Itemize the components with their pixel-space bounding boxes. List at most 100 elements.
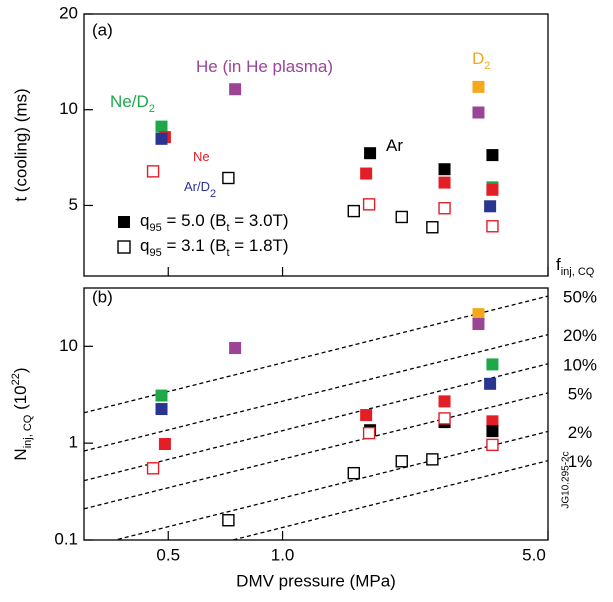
annotation: Ar — [386, 136, 403, 155]
annotation: D2 — [472, 49, 490, 71]
legend-label: q95 = 5.0 (Bt = 3.0T) — [140, 211, 289, 233]
y-tick-label: 20 — [59, 3, 78, 22]
open-square — [146, 462, 160, 475]
legend-label-part: = 3.0T) — [230, 211, 289, 230]
annotation-part: Ar — [386, 136, 403, 155]
filled-square — [438, 163, 451, 176]
x-tick-label: 5.0 — [522, 545, 546, 564]
open-square — [486, 220, 499, 233]
fraction-label: 5% — [568, 384, 593, 403]
fraction-line — [112, 430, 548, 540]
open-square — [395, 210, 408, 224]
open-square — [347, 204, 360, 218]
fraction-label: 10% — [563, 355, 597, 374]
legend-label-part: = 3.1 (B — [162, 236, 227, 255]
y-tick-label: 10 — [59, 336, 78, 355]
filled-square — [364, 147, 377, 160]
filled-square — [158, 438, 171, 451]
fraction-label: 20% — [563, 326, 597, 345]
x-tick-label: 1.0 — [271, 545, 295, 564]
x-tick-label: 0.5 — [156, 545, 180, 564]
annotation: Ar/D2 — [184, 179, 216, 199]
y-axis-title: t (cooling) (ms) — [11, 88, 30, 201]
open-square — [486, 438, 499, 452]
annotation: Ne/D2 — [110, 92, 155, 114]
open-square — [347, 466, 360, 480]
y-axis-title-part: ) — [11, 367, 30, 373]
filled-square — [484, 200, 497, 213]
lines-title-part: f — [556, 255, 561, 274]
open-square — [362, 198, 376, 211]
y-axis-title: Ninj, CQ (1022) — [10, 367, 34, 460]
fraction-line — [84, 392, 548, 510]
open-square — [395, 455, 408, 468]
panel-label: (b) — [92, 287, 113, 306]
y-tick-label: 0.1 — [54, 529, 78, 548]
filled-square — [472, 80, 485, 93]
annotation-part: Ne — [193, 149, 210, 164]
annotation-part: D — [472, 49, 484, 68]
annotation-part: 2 — [484, 60, 490, 72]
legend-marker — [117, 240, 131, 254]
side-note: JG10.295-2c — [561, 451, 572, 508]
filled-square — [155, 120, 168, 133]
y-tick-label: 5 — [69, 195, 78, 214]
fraction-line — [84, 363, 548, 482]
legend-label-part: q — [140, 236, 149, 255]
open-square — [426, 221, 439, 234]
legend-label-part: = 5.0 (B — [162, 211, 227, 230]
legend-label-part: = 1.8T) — [230, 236, 289, 255]
legend-marker — [118, 216, 130, 228]
y-axis-title-part: 22 — [10, 373, 22, 385]
filled-square — [486, 183, 499, 196]
y-axis-title-part: N — [11, 448, 30, 460]
filled-square — [360, 167, 373, 180]
filled-square — [360, 409, 373, 422]
filled-square — [486, 425, 499, 438]
x-axis-title: DMV pressure (MPa) — [236, 571, 396, 590]
open-square — [222, 514, 235, 527]
lines-title-part: inj, CQ — [561, 266, 595, 278]
legend-label-part: q — [140, 211, 149, 230]
panel-b-frame — [83, 287, 549, 541]
filled-square — [472, 106, 485, 119]
filled-square — [472, 308, 485, 321]
panel-a-frame — [83, 13, 549, 277]
open-square — [438, 412, 451, 425]
legend-label: q95 = 3.1 (Bt = 1.8T) — [140, 236, 289, 258]
filled-square — [486, 149, 499, 162]
y-axis-title-part: inj, CQ — [22, 414, 34, 448]
y-axis-title-part: (10 — [11, 385, 30, 414]
legend-label-part: 95 — [149, 247, 161, 259]
fraction-label: 2% — [568, 423, 593, 442]
open-square — [362, 426, 376, 440]
legend-label-part: t — [226, 247, 229, 259]
panel-label: (a) — [92, 20, 113, 39]
filled-square — [438, 176, 451, 189]
filled-square — [486, 415, 499, 428]
filled-square — [486, 358, 499, 371]
annotation-part: 2 — [210, 188, 216, 200]
annotation-part: Ne/D — [110, 92, 149, 111]
annotation-part: He (in He plasma) — [196, 57, 333, 76]
annotation-part: 2 — [149, 103, 155, 115]
annotation: Ne — [193, 149, 210, 164]
filled-square — [155, 389, 168, 402]
y-tick-label: 10 — [59, 99, 78, 118]
fraction-line — [84, 333, 548, 452]
legend-label-part: 95 — [149, 222, 161, 234]
fraction-label: 50% — [563, 288, 597, 307]
open-square — [146, 165, 160, 178]
lines-title: finj, CQ — [556, 255, 595, 277]
fraction-label: 1% — [568, 452, 593, 471]
filled-square — [229, 83, 242, 96]
filled-square — [155, 403, 168, 416]
y-tick-label: 1 — [69, 433, 78, 452]
filled-square — [155, 132, 168, 145]
open-square — [438, 202, 451, 215]
filled-square — [484, 377, 497, 390]
filled-square — [229, 342, 242, 355]
open-square — [426, 453, 439, 466]
filled-square — [472, 317, 485, 330]
